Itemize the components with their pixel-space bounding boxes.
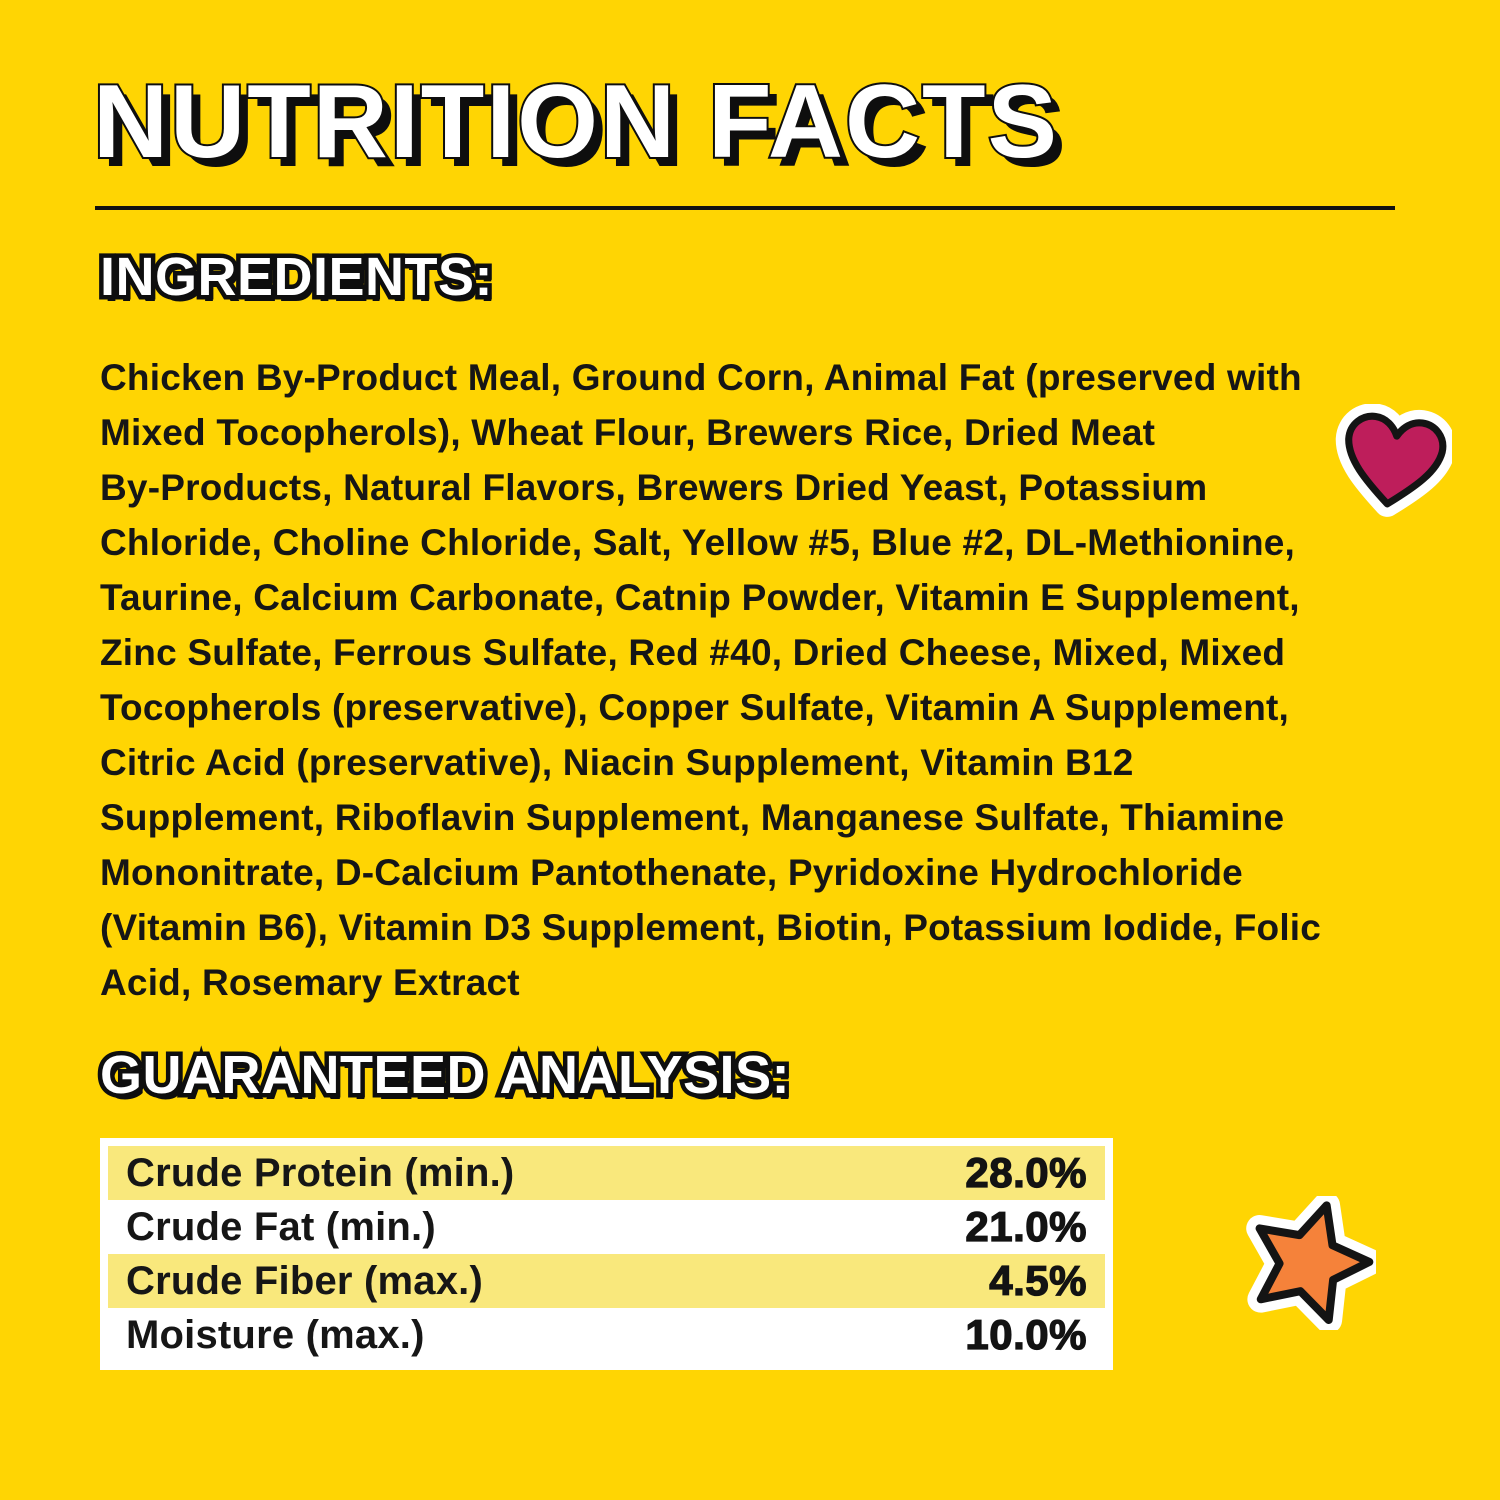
page-title: NUTRITION FACTS xyxy=(91,64,1059,180)
ingredients-text: Chicken By-Product Meal, Ground Corn, An… xyxy=(100,357,1322,1003)
table-row: Crude Fat (min.) 21.0% xyxy=(108,1200,1105,1254)
row-label: Crude Fiber (max.) xyxy=(126,1258,483,1303)
table-row: Moisture (max.) 10.0% xyxy=(108,1308,1105,1362)
row-label: Crude Protein (min.) xyxy=(126,1150,515,1195)
row-value: 21.0% xyxy=(965,1202,1087,1250)
guaranteed-analysis-heading: GUARANTEED ANALYSIS: xyxy=(95,1044,794,1107)
row-label: Moisture (max.) xyxy=(126,1312,425,1357)
row-value: 4.5% xyxy=(989,1256,1088,1304)
row-value: 10.0% xyxy=(965,1310,1087,1358)
table-row: Crude Fiber (max.) 4.5% xyxy=(108,1254,1105,1308)
row-label: Crude Fat (min.) xyxy=(126,1204,436,1249)
guaranteed-analysis-table: Crude Protein (min.) 28.0% Crude Fat (mi… xyxy=(100,1138,1113,1370)
heart-icon xyxy=(1335,404,1452,517)
row-value: 28.0% xyxy=(965,1148,1087,1196)
star-icon xyxy=(1246,1196,1376,1330)
title-divider xyxy=(95,206,1395,210)
ingredients-heading: INGREDIENTS: xyxy=(95,246,497,309)
table-row: Crude Protein (min.) 28.0% xyxy=(108,1146,1105,1200)
